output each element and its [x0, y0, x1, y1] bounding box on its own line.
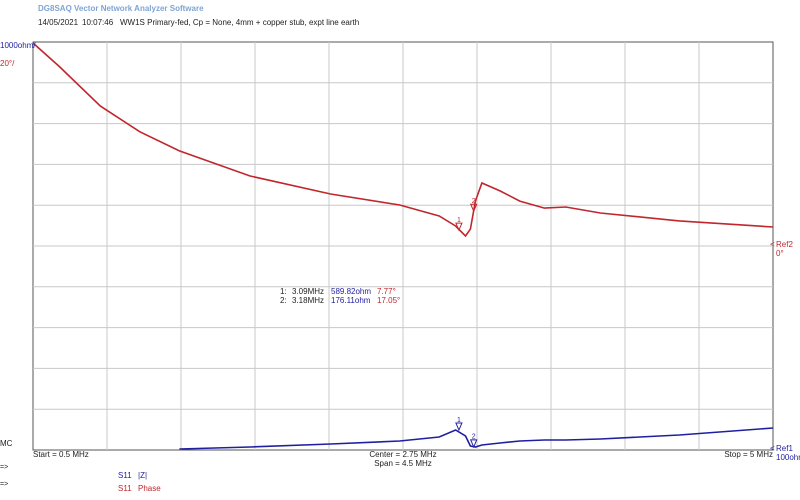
marker-triangle — [469, 203, 478, 213]
traces — [32, 42, 774, 450]
trace-line — [32, 42, 774, 238]
marker-number: 1 — [457, 417, 461, 424]
y-ref-value: 100ohm — [776, 453, 800, 462]
y2-ref-value: 0° — [776, 249, 784, 258]
marker-number: 2 — [472, 198, 476, 205]
legend-trace: S11 — [118, 484, 132, 493]
y2-ref-label: Ref2 — [776, 240, 793, 249]
mode-label: MC — [0, 439, 13, 448]
span-label: Span = 4.5 MHz — [374, 459, 432, 468]
marker-number: 2 — [472, 434, 476, 441]
marker-table-freq: 3.09MHz — [292, 287, 324, 296]
center-label: Center = 2.75 MHz — [369, 450, 436, 459]
legend-name: |Z| — [138, 471, 147, 480]
trace-line — [179, 427, 774, 450]
cursor-symbol: => — [0, 464, 8, 471]
software-title: DG8SAQ Vector Network Analyzer Software — [38, 4, 204, 13]
legend-name: Phase — [138, 484, 161, 493]
time: 10:07:46 — [82, 18, 114, 27]
stop-label: Stop = 5 MHz — [724, 450, 773, 459]
marker-triangle — [455, 422, 463, 432]
marker-triangle — [469, 439, 478, 449]
ref-arrow: < — [770, 444, 775, 453]
marker-table-index: 2: — [280, 296, 287, 305]
start-label: Start = 0.5 MHz — [33, 450, 89, 459]
ref-arrow: < — [770, 240, 775, 249]
legend-trace: S11 — [118, 471, 132, 480]
marker-table-phase: 7.77° — [377, 287, 396, 296]
y-ref-label: Ref1 — [776, 444, 793, 453]
grid — [33, 42, 773, 450]
marker-table-z: 176.11ohm — [331, 296, 371, 305]
marker-table-z: 589.82ohm — [331, 287, 371, 296]
marker-number: 1 — [457, 217, 461, 224]
marker-table-phase: 17.05° — [377, 296, 400, 305]
y-scale-label: 1000ohm/ — [0, 41, 36, 50]
y2-scale-label: 20°/ — [0, 59, 15, 68]
marker-table-freq: 3.18MHz — [292, 296, 324, 305]
marker-triangle — [455, 222, 463, 232]
date: 14/05/2021 — [38, 18, 79, 27]
marker-table-index: 1: — [280, 287, 287, 296]
chart-title: WW1S Primary-fed, Cp = None, 4mm + coppe… — [120, 18, 359, 27]
cursor-symbol: => — [0, 481, 8, 488]
